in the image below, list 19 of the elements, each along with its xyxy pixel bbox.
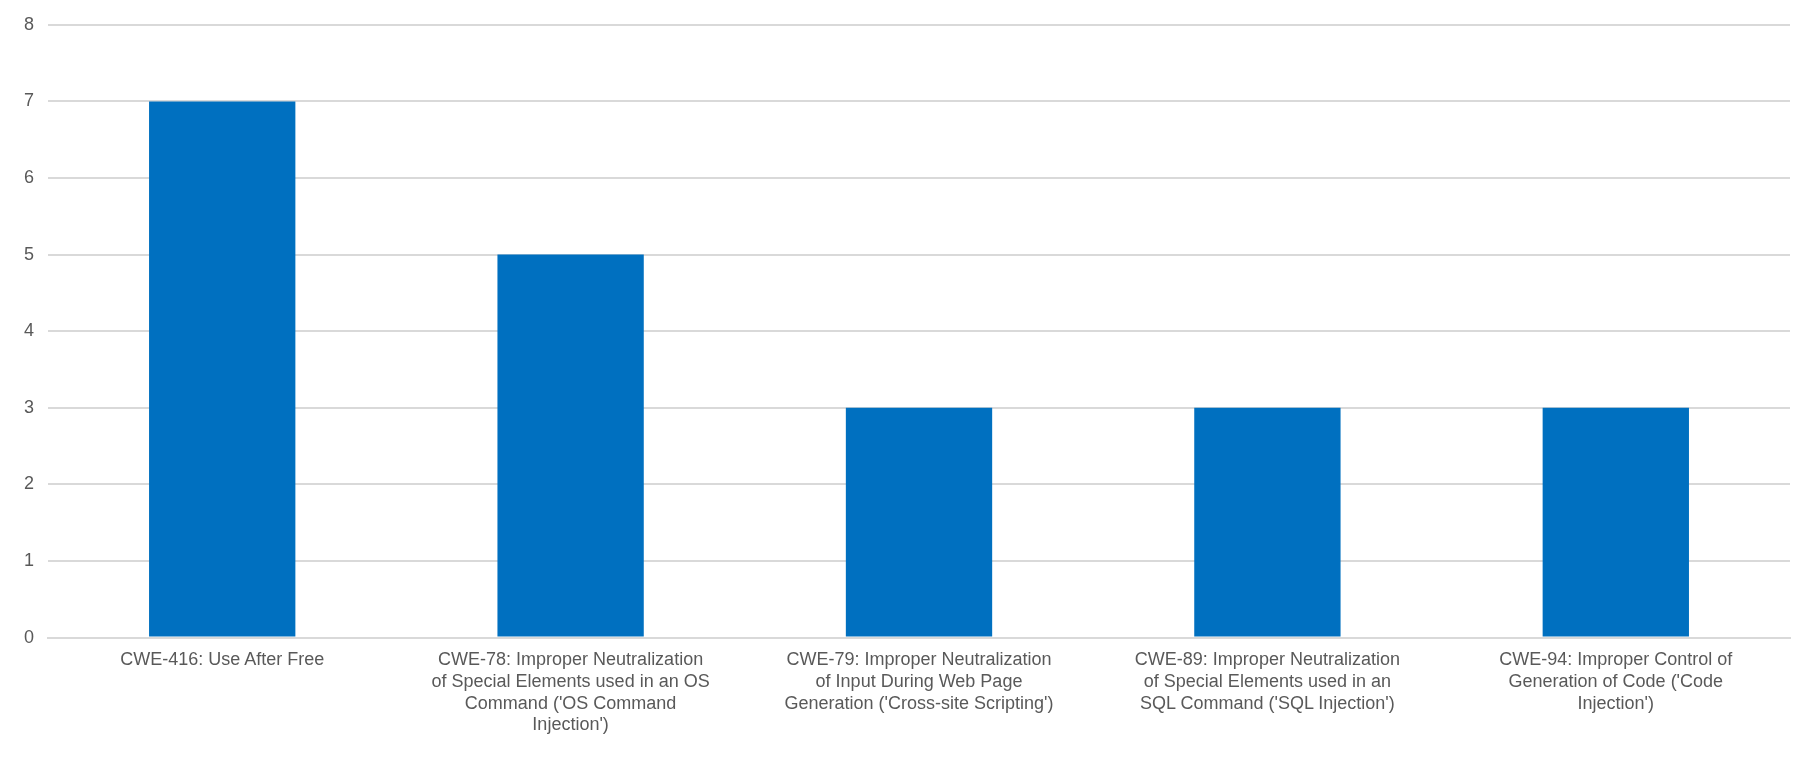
y-tick-label: 0 [24, 626, 35, 647]
x-tick-label: CWE-94: Improper Control of Generation of Code ('Code Injection') [1499, 649, 1734, 713]
y-tick-label: 6 [24, 166, 35, 187]
y-tick-label: 5 [24, 243, 35, 264]
bar [497, 254, 644, 637]
x-tick-label: CWE-89: Improper Neutralization of Special Elements used in an SQL Command ('SQL Injection') [1134, 649, 1400, 713]
y-tick-label: 2 [24, 473, 35, 494]
x-tick-label: CWE-78: Improper Neutralization of Special Elements used in an OS Command ('OS Command Injection') [431, 649, 710, 735]
y-tick-label: 4 [24, 320, 35, 341]
bar [149, 101, 296, 637]
bar [1542, 407, 1689, 637]
x-tick-label: CWE-416: Use After Free [120, 649, 325, 670]
y-tick-label: 1 [24, 549, 35, 570]
y-tick-label: 7 [24, 90, 35, 111]
x-tick-label: CWE-79: Improper Neutralization of Input During Web Page Generation ('Cross-site Scripting') [784, 649, 1054, 713]
bar [1194, 407, 1341, 637]
bar [845, 407, 993, 637]
y-tick-label: 8 [24, 13, 35, 34]
y-tick-label: 3 [24, 396, 35, 417]
